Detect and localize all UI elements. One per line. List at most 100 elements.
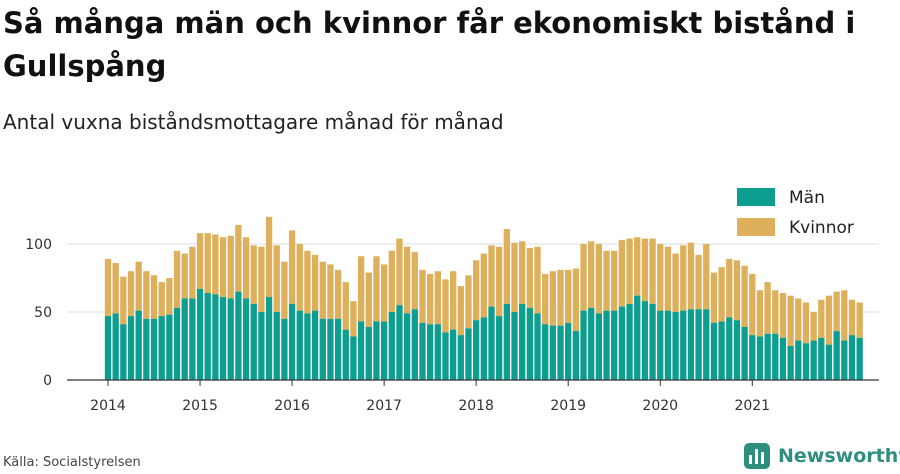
bar-kvinnor	[227, 235, 234, 299]
bar-man	[779, 337, 787, 380]
bar-man	[833, 331, 840, 380]
bar-man	[135, 310, 142, 380]
bar-kvinnor	[411, 252, 418, 310]
bar-man	[235, 291, 242, 380]
bar-kvinnor	[296, 244, 303, 311]
bar-man	[511, 312, 518, 380]
bar-man	[457, 335, 464, 380]
bar-man	[296, 310, 303, 380]
bar-kvinnor	[680, 245, 687, 311]
chart-title: Så många män och kvinnor får ekonomiskt …	[3, 6, 856, 83]
bar-kvinnor	[534, 246, 541, 314]
bar-man	[250, 303, 257, 380]
x-tick-label: 2014	[90, 398, 126, 414]
bar-man	[419, 322, 426, 380]
bar-man	[258, 312, 265, 380]
bar-man	[802, 343, 810, 380]
chart-subtitle: Antal vuxna biståndsmottagare månad för …	[3, 110, 504, 134]
bar-man	[120, 324, 127, 380]
bar-kvinnor	[542, 273, 549, 325]
bar-kvinnor	[265, 216, 273, 298]
x-tick-label: 2018	[458, 398, 494, 414]
bar-man	[664, 310, 672, 380]
bar-kvinnor	[810, 312, 817, 341]
bar-man	[104, 316, 112, 380]
bar-kvinnor	[695, 254, 702, 310]
bar-man	[181, 298, 188, 380]
bar-kvinnor	[396, 238, 403, 306]
bar-man	[357, 321, 365, 380]
bar-kvinnor	[710, 272, 718, 323]
bar-kvinnor	[196, 233, 204, 289]
bar-man	[365, 326, 372, 380]
bar-man	[158, 316, 165, 380]
bar-kvinnor	[511, 242, 518, 312]
bar-kvinnor	[572, 268, 580, 332]
bar-kvinnor	[143, 271, 150, 319]
bar-man	[772, 333, 779, 380]
bar-man	[549, 325, 557, 380]
bar-kvinnor	[373, 256, 380, 322]
bar-kvinnor	[649, 238, 656, 304]
bar-man	[611, 310, 618, 380]
bar-man	[473, 320, 480, 380]
bar-man	[212, 294, 219, 380]
y-tick-label: 100	[25, 237, 52, 253]
bar-kvinnor	[273, 245, 280, 312]
bar-kvinnor	[687, 242, 695, 310]
bar-man	[818, 337, 825, 380]
bar-kvinnor	[150, 275, 158, 319]
bar-man	[657, 310, 664, 380]
bar-kvinnor	[288, 230, 296, 304]
bar-kvinnor	[588, 241, 595, 308]
bar-kvinnor	[304, 250, 311, 314]
bar-man	[166, 314, 173, 380]
bar-man	[534, 313, 541, 380]
bar-kvinnor	[342, 282, 349, 330]
bar-kvinnor	[549, 271, 557, 326]
bar-man	[703, 309, 710, 380]
bar-man	[503, 303, 510, 380]
bar-kvinnor	[434, 271, 441, 325]
bar-man	[848, 335, 856, 380]
bar-man	[749, 335, 756, 380]
bar-kvinnor	[841, 290, 848, 341]
bar-man	[396, 305, 403, 380]
legend-label: Män	[789, 188, 825, 208]
bar-man	[756, 336, 764, 380]
bar-kvinnor	[657, 244, 664, 311]
bar-kvinnor	[473, 260, 480, 321]
bar-kvinnor	[127, 271, 135, 317]
bar-kvinnor	[235, 224, 242, 292]
bar-man	[196, 288, 204, 380]
bar-kvinnor	[350, 301, 357, 337]
bar-kvinnor	[526, 248, 533, 308]
bar-kvinnor	[480, 253, 487, 318]
bar-kvinnor	[825, 295, 833, 345]
bar-man	[150, 318, 158, 380]
bar-man	[242, 298, 250, 380]
bar-kvinnor	[120, 276, 127, 325]
bar-man	[281, 318, 288, 380]
bar-kvinnor	[327, 264, 334, 319]
bar-kvinnor	[779, 292, 787, 338]
bar-kvinnor	[749, 273, 756, 336]
bar-kvinnor	[772, 290, 779, 334]
y-tick-label: 50	[34, 305, 52, 321]
bar-kvinnor	[618, 239, 626, 307]
bar-man	[595, 313, 603, 380]
bar-kvinnor	[212, 234, 219, 295]
bar-man	[603, 310, 610, 380]
bar-kvinnor	[488, 245, 495, 307]
bar-man	[810, 340, 817, 380]
bar-kvinnor	[250, 245, 257, 304]
bar-kvinnor	[242, 237, 250, 299]
bar-man	[204, 292, 211, 380]
bar-kvinnor	[580, 244, 587, 311]
bar-man	[488, 306, 495, 380]
bar-man	[741, 326, 748, 380]
bar-kvinnor	[833, 291, 840, 332]
bar-kvinnor	[795, 298, 802, 341]
bar-man	[710, 322, 718, 380]
bar-kvinnor	[741, 265, 748, 327]
